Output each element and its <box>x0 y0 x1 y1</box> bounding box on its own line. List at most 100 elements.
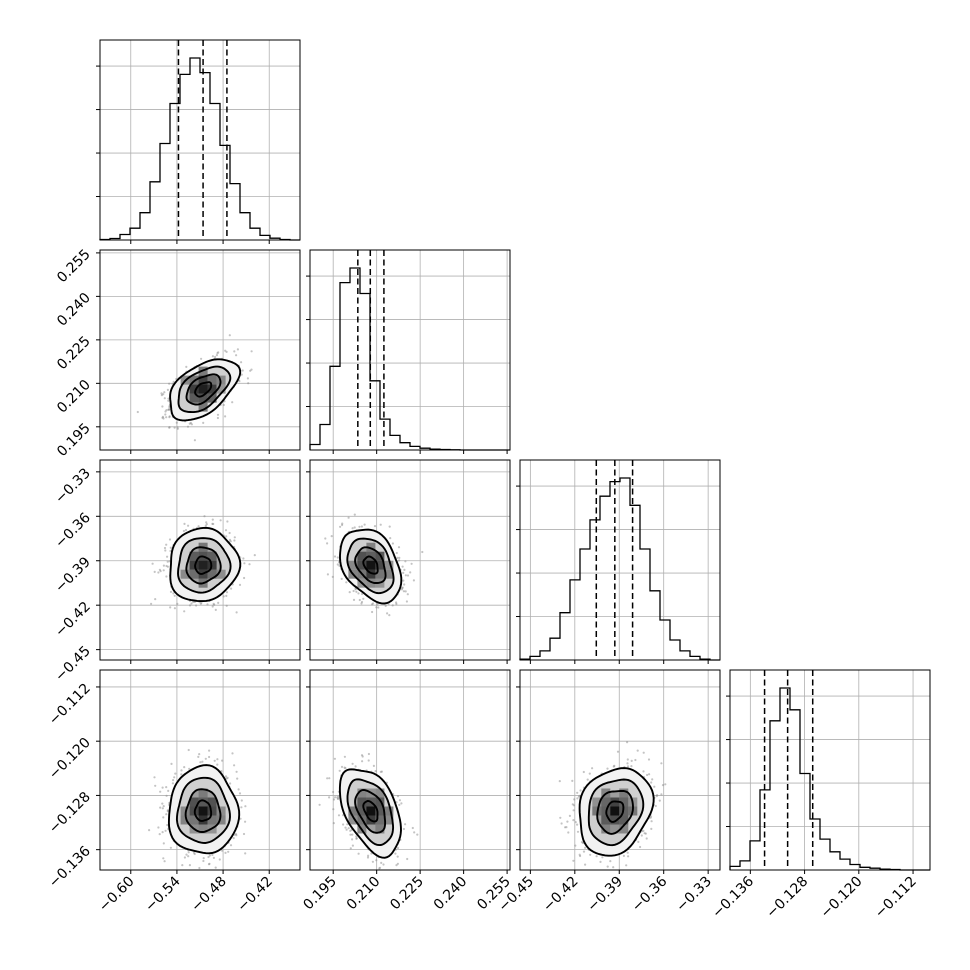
scatter-point <box>599 860 602 864</box>
scatter-point <box>225 591 229 594</box>
density-cell <box>384 815 394 825</box>
density-cell <box>357 797 367 807</box>
density-cell <box>180 569 190 579</box>
scatter-point <box>388 614 391 617</box>
hist-bin <box>140 213 150 240</box>
gridlines <box>100 40 300 240</box>
density-cell <box>198 806 208 816</box>
scatter-point <box>162 842 165 845</box>
scatter-point <box>664 783 667 786</box>
scatter-point <box>572 819 575 822</box>
scatter-point <box>318 803 321 806</box>
density-cell <box>375 824 385 834</box>
scatter-point <box>174 772 177 775</box>
scatter-point <box>187 748 190 752</box>
density-cell <box>384 806 394 816</box>
scatter-point <box>376 603 379 606</box>
scatter-point <box>582 850 586 853</box>
panel-frame <box>309 249 511 451</box>
scatter-point <box>214 866 217 869</box>
scatter-point <box>225 594 228 598</box>
scatter-point <box>396 862 399 865</box>
hist-bin <box>220 145 230 240</box>
hist-bin <box>650 591 660 660</box>
scatter-point <box>586 778 589 781</box>
scatter-point <box>226 520 229 523</box>
x-tick-label: 0.210 <box>344 874 384 914</box>
scatter-point <box>244 820 247 823</box>
contour-line <box>596 789 634 835</box>
scatter-point <box>217 351 220 354</box>
scatter-point <box>206 603 209 606</box>
scatter-point <box>162 857 165 860</box>
hist-bin <box>180 74 190 240</box>
scatter-point <box>248 563 251 566</box>
panel-frame <box>99 669 301 871</box>
contour-line <box>354 546 387 584</box>
scatter-point <box>169 846 172 849</box>
scatter-point <box>351 833 354 836</box>
scatter-point <box>166 823 169 827</box>
y-tick-label: −0.136 <box>46 843 94 891</box>
density-cell <box>384 569 394 579</box>
density-cell <box>207 806 217 816</box>
x-tick-label: −0.112 <box>872 874 920 922</box>
hist-panel-3 <box>516 459 721 664</box>
scatter-point <box>197 755 200 759</box>
contour-line <box>169 526 242 603</box>
density-cell <box>207 384 217 394</box>
density-cell <box>207 375 217 385</box>
scatter-point <box>378 866 382 869</box>
scatter-point <box>349 847 352 850</box>
scatter-point <box>183 856 186 859</box>
scatter-point <box>626 765 630 768</box>
scatter-point <box>163 860 166 863</box>
scatter-point <box>326 777 329 780</box>
density-cell <box>375 815 385 825</box>
scatter-point <box>331 575 334 579</box>
contour-line <box>184 788 222 833</box>
y-tick-label: 0.255 <box>54 246 94 286</box>
scatter-point <box>188 422 191 425</box>
scatter-point <box>231 752 234 755</box>
scatter-point <box>333 555 337 558</box>
scatter-point <box>222 595 225 598</box>
scatter-point <box>211 518 214 521</box>
y-tick-labels-row-3: −0.45−0.42−0.39−0.36−0.33 <box>52 465 94 684</box>
hist-bin <box>200 73 210 240</box>
hist-bin <box>640 549 650 660</box>
scatter-point <box>187 524 190 527</box>
scatter-point <box>212 856 215 860</box>
scatter-point <box>346 823 349 826</box>
scatter-point <box>406 574 410 577</box>
scatter-point <box>338 769 341 772</box>
hist-bin <box>590 520 600 660</box>
scatter-point <box>612 765 615 768</box>
hist-bin <box>120 235 130 240</box>
density-cell <box>366 560 376 570</box>
density-content <box>324 513 424 617</box>
axis-ticks <box>306 275 508 454</box>
scatter-point <box>193 439 196 442</box>
panel-frame <box>99 459 301 661</box>
scatter-point <box>159 806 162 809</box>
panel-frame <box>519 669 721 871</box>
scatter-point <box>410 562 413 565</box>
x-tick-label: −0.48 <box>188 874 230 916</box>
scatter-point <box>572 859 575 862</box>
scatter-point <box>167 397 170 400</box>
scatter-point <box>202 421 205 424</box>
x-tick-labels-col-3: −0.45 −0.42 −0.39 −0.36 −0.33 <box>496 873 715 915</box>
scatter-point <box>240 373 243 376</box>
scatter-point <box>601 874 603 876</box>
scatter-point <box>226 776 229 780</box>
contour-line <box>194 555 213 575</box>
scatter-point <box>185 853 188 856</box>
scatter-point <box>169 606 172 609</box>
scatter-point <box>404 823 407 826</box>
scatter-point <box>201 760 204 763</box>
scatter-point <box>168 426 171 429</box>
x-tick-label: −0.128 <box>763 874 811 922</box>
scatter-point <box>168 416 171 419</box>
scatter-point <box>165 813 168 816</box>
